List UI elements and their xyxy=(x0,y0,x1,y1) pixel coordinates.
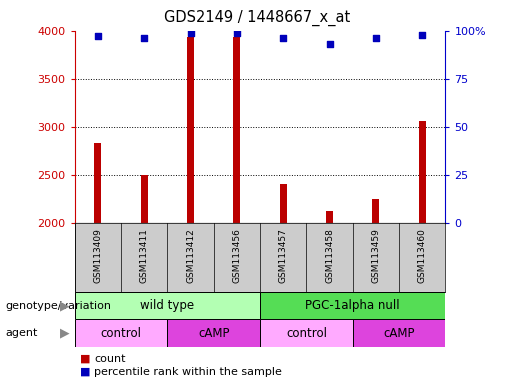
Bar xyxy=(260,292,445,319)
Text: GSM113456: GSM113456 xyxy=(232,228,242,283)
Text: control: control xyxy=(100,327,142,340)
Text: cAMP: cAMP xyxy=(383,327,415,340)
Bar xyxy=(233,38,241,384)
Point xyxy=(279,35,287,41)
Text: control: control xyxy=(286,327,327,340)
Text: ▶: ▶ xyxy=(60,299,70,312)
Point xyxy=(372,35,380,41)
Bar xyxy=(260,319,353,347)
Point xyxy=(186,30,195,36)
Bar xyxy=(167,319,260,347)
Text: GDS2149 / 1448667_x_at: GDS2149 / 1448667_x_at xyxy=(164,10,351,26)
Text: wild type: wild type xyxy=(140,299,195,312)
Text: GSM113411: GSM113411 xyxy=(140,228,149,283)
Text: GSM113460: GSM113460 xyxy=(418,228,427,283)
Bar xyxy=(353,319,445,347)
Text: GSM113457: GSM113457 xyxy=(279,228,288,283)
Text: ■: ■ xyxy=(80,367,90,377)
Text: count: count xyxy=(94,354,126,364)
Text: GSM113409: GSM113409 xyxy=(93,228,102,283)
Text: PGC-1alpha null: PGC-1alpha null xyxy=(305,299,400,312)
Text: agent: agent xyxy=(5,328,38,338)
Text: ■: ■ xyxy=(80,354,90,364)
Text: genotype/variation: genotype/variation xyxy=(5,301,111,311)
Point xyxy=(325,41,334,47)
Bar xyxy=(419,121,426,384)
Text: ▶: ▶ xyxy=(60,327,70,340)
Bar xyxy=(280,184,287,384)
Text: GSM113459: GSM113459 xyxy=(371,228,381,283)
Bar xyxy=(187,38,194,384)
Bar xyxy=(372,199,380,384)
Text: GSM113412: GSM113412 xyxy=(186,228,195,283)
Point xyxy=(94,33,102,40)
Bar xyxy=(94,143,101,384)
Bar xyxy=(75,319,167,347)
Bar xyxy=(326,211,333,384)
Point xyxy=(418,31,426,38)
Bar xyxy=(141,175,148,384)
Point xyxy=(233,30,241,36)
Text: percentile rank within the sample: percentile rank within the sample xyxy=(94,367,282,377)
Text: GSM113458: GSM113458 xyxy=(325,228,334,283)
Point xyxy=(140,35,148,41)
Bar xyxy=(75,292,260,319)
Text: cAMP: cAMP xyxy=(198,327,230,340)
